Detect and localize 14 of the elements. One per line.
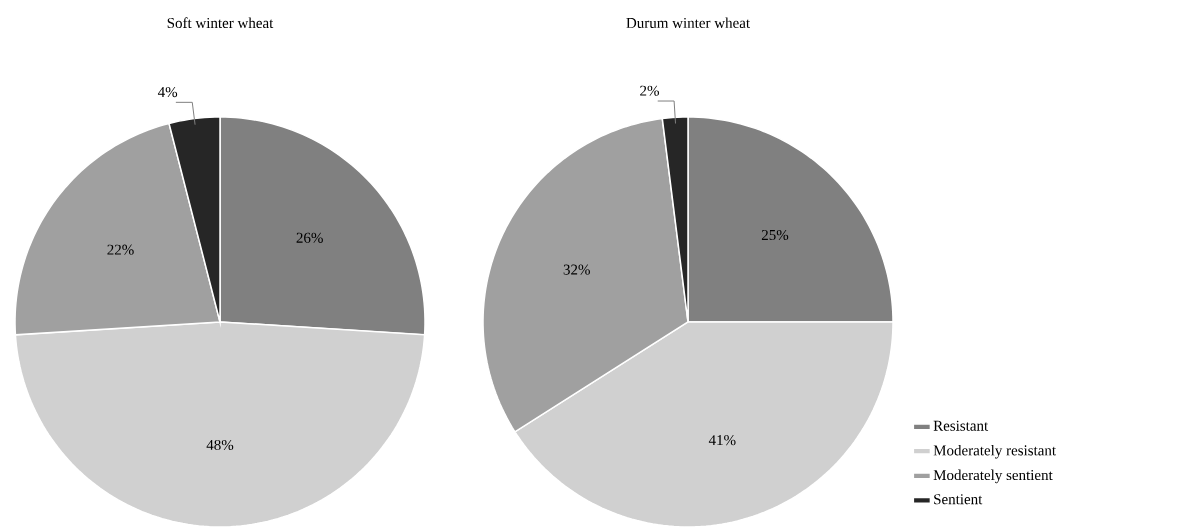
legend-label: Sentient — [934, 494, 983, 505]
chart-title: Soft winter wheat — [167, 17, 274, 29]
legend-label: Moderately resistant — [933, 444, 1056, 459]
data-label: 26% — [296, 232, 323, 243]
legend-label: Resistant — [933, 420, 989, 431]
data-label: 25% — [761, 229, 789, 241]
data-label: 41% — [708, 435, 736, 446]
data-label: 48% — [206, 439, 234, 451]
chart-title: Durum winter wheat — [626, 17, 750, 28]
data-label: 2% — [640, 85, 659, 96]
data-label: 32% — [563, 264, 590, 275]
legend-label: Moderately sentient — [933, 469, 1053, 484]
data-label: 22% — [107, 244, 134, 255]
data-label: 4% — [157, 86, 178, 98]
